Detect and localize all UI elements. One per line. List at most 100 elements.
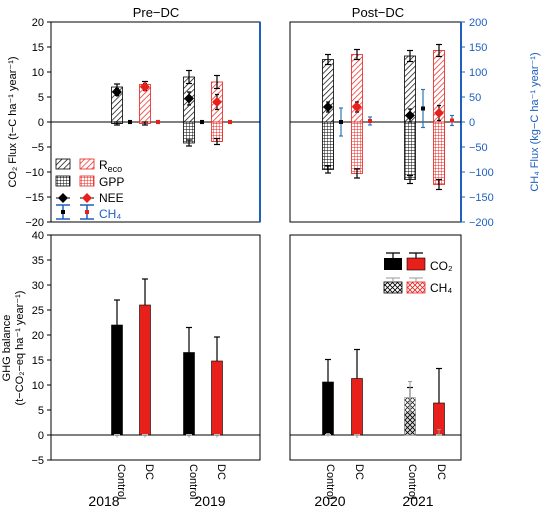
legend-swatch-co2-control <box>384 258 402 270</box>
legend-ch4-control-whisker <box>386 277 400 282</box>
panel-frame-bottom-right <box>289 234 462 461</box>
tick-label-top-right-150: 150 <box>469 42 487 54</box>
legend-label-reco: Reco <box>99 158 122 174</box>
year-label-2021: 2021 <box>402 493 433 509</box>
tick-label-top-left--15: −15 <box>25 192 44 204</box>
top-2020-control-nee-marker <box>323 102 333 112</box>
tick-label-top-left-10: 10 <box>32 67 44 79</box>
title-post-dc: Post−DC <box>352 5 404 20</box>
plot-layer: −20−15−10−505101520−200−150−100−50050100… <box>25 17 493 467</box>
top-2020-dc-ch4-marker <box>368 119 372 123</box>
top-2021-control-gpp-bar <box>404 121 416 180</box>
tick-label-bottom-left-10: 10 <box>32 380 44 392</box>
bottom-2020-dc-co2-bar <box>351 378 363 436</box>
tick-label-top-right--50: −50 <box>469 142 488 154</box>
legend-label-ch4-bottom: CH₄ <box>430 281 452 295</box>
year-label-2018: 2018 <box>88 493 119 509</box>
tick-label-bottom-left-40: 40 <box>32 230 44 242</box>
treatment-label-2020-dc: DC <box>353 464 365 480</box>
legend-co2-control-whisker <box>386 252 400 258</box>
legend-label-co2: CO₂ <box>430 259 453 273</box>
legend-co2-dc-whisker <box>409 252 423 258</box>
tick-label-bottom-left-35: 35 <box>32 255 44 267</box>
top-2019-control-nee-marker <box>184 93 194 104</box>
legend-top: Reco GPP NEE CH₄ <box>55 158 124 221</box>
top-ylabel-right: CH₄ Flux (kg−C ha⁻¹ year⁻¹) <box>529 52 541 191</box>
top-2021-control-nee-marker <box>405 110 415 121</box>
legend-swatch-reco-dc <box>79 158 95 170</box>
legend-swatch-ch4-dc <box>406 281 426 294</box>
year-label-2020: 2020 <box>314 493 345 509</box>
bottom-2018-control-co2-bar <box>111 324 123 436</box>
top-2020-dc-nee-marker <box>352 102 362 112</box>
treatment-label-2018-control: Control <box>115 464 127 499</box>
legend-ch4-dc-whisker <box>409 277 423 282</box>
top-2018-control-ch4-marker <box>128 120 132 124</box>
top-2021-control-ch4-marker <box>421 106 425 111</box>
tick-label-top-right-50: 50 <box>469 92 481 104</box>
legend-swatch-co2-dc <box>406 257 426 271</box>
title-pre-dc: Pre−DC <box>133 5 180 20</box>
top-2019-dc-nee-marker <box>212 97 222 107</box>
bottom-ylabel-line2: (t−CO₂−eq ha⁻¹ year⁻¹) <box>14 291 26 406</box>
treatment-label-2021-dc: DC <box>435 464 447 480</box>
bottom-2020-control-co2-bar <box>322 381 334 436</box>
top-ylabel-left: CO₂ Flux (t−C ha⁻¹ year⁻¹) <box>7 56 19 187</box>
treatment-label-2018-dc: DC <box>143 464 155 480</box>
treatment-label-2020-control: Control <box>324 464 336 499</box>
tick-label-top-left--10: −10 <box>25 167 44 179</box>
treatment-label-2019-dc: DC <box>215 464 227 480</box>
top-2018-dc-ch4-marker <box>156 120 160 124</box>
legend-label-reco-sub: eco <box>108 164 123 174</box>
legend-swatch-gpp-dc <box>79 175 95 187</box>
tick-label-top-right--100: −100 <box>469 167 494 179</box>
tick-label-bottom-left-30: 30 <box>32 280 44 292</box>
tick-label-top-left-5: 5 <box>38 92 44 104</box>
legend-nee-dc-marker <box>82 193 92 203</box>
top-2020-control-gpp-bar <box>322 121 334 170</box>
legend-bottom: CO₂ CH₄ <box>383 252 453 295</box>
tick-label-top-right-200: 200 <box>469 17 487 29</box>
tick-label-top-right--150: −150 <box>469 192 494 204</box>
tick-label-top-left-0: 0 <box>38 117 44 129</box>
treatment-label-2019-control: Control <box>187 464 199 499</box>
tick-label-bottom-left-25: 25 <box>32 305 44 317</box>
tick-label-bottom-left-15: 15 <box>32 355 44 367</box>
top-2021-dc-ch4-marker <box>450 118 454 123</box>
top-2021-dc-gpp-bar <box>433 121 445 185</box>
tick-label-top-right-100: 100 <box>469 67 487 79</box>
legend-label-ch4: CH₄ <box>99 207 121 221</box>
tick-label-top-left--20: −20 <box>25 217 44 229</box>
top-2020-control-ch4-marker <box>339 120 343 124</box>
legend-swatch-ch4-control <box>383 281 403 294</box>
tick-label-top-right--200: −200 <box>469 217 494 229</box>
panel-frame-bottom-left <box>50 234 261 461</box>
tick-label-top-left--5: −5 <box>31 142 44 154</box>
legend-label-nee: NEE <box>99 191 124 205</box>
tick-label-top-right-0: 0 <box>469 117 475 129</box>
top-2019-dc-ch4-marker <box>228 120 232 124</box>
top-2019-control-ch4-marker <box>200 120 204 124</box>
year-label-2019: 2019 <box>194 493 225 509</box>
legend-label-gpp: GPP <box>99 175 124 189</box>
bottom-ylabel-line1: GHG balance <box>1 315 13 382</box>
tick-label-bottom-left-20: 20 <box>32 330 44 342</box>
top-2018-control-nee-marker <box>112 87 122 97</box>
bottom-2019-dc-co2-bar <box>211 360 223 436</box>
tick-label-bottom-left--5: −5 <box>31 455 44 467</box>
treatment-label-2021-control: Control <box>406 464 418 499</box>
legend-nee-control-marker <box>58 193 68 203</box>
legend-label-reco-main: R <box>99 158 108 172</box>
legend-ch4-control-marker <box>61 210 65 214</box>
top-2020-dc-gpp-bar <box>351 121 363 174</box>
bottom-2018-dc-co2-bar <box>139 304 151 436</box>
legend-ch4-dc-marker <box>85 210 89 214</box>
tick-label-bottom-left-5: 5 <box>38 405 44 417</box>
tick-label-top-left-15: 15 <box>32 42 44 54</box>
legend-swatch-gpp-control <box>55 175 71 187</box>
top-2018-dc-nee-marker <box>140 82 150 92</box>
tick-label-top-left-20: 20 <box>32 17 44 29</box>
legend-swatch-reco-control <box>55 158 71 170</box>
tick-label-bottom-left-0: 0 <box>38 430 44 442</box>
